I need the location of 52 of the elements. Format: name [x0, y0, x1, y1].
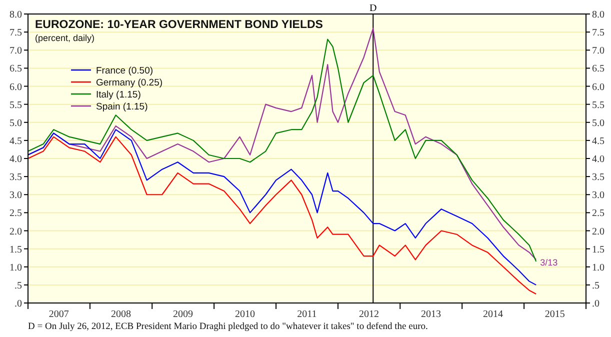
y-tick-label: 5.5 — [10, 100, 22, 111]
y2-tick-label: 4.0 — [592, 154, 604, 165]
legend-label: Spain (1.15) — [96, 102, 148, 112]
text: D = On July 26, 2012, ECB President Mario Draghi pledged to do "whatever it takes" to defend the euro. — [28, 322, 428, 332]
y2-tick-label: 5.0 — [592, 118, 604, 129]
x-tick-label: 2013 — [421, 309, 442, 320]
chart-title: EUROZONE: 10-YEAR GOVERNMENT BOND YIELDS — [35, 19, 324, 31]
y-tick-label: .5 — [14, 280, 22, 292]
y2-tick-label: 3.5 — [592, 172, 604, 184]
x-tick-label: 2010 — [234, 309, 255, 320]
y-tick-label: 6.5 — [10, 64, 22, 75]
y-tick-label: 1.0 — [10, 262, 22, 274]
y2-tick-label: 2.0 — [592, 226, 604, 238]
y2-tick-label: 6.5 — [592, 64, 604, 75]
legend-label: France (0.50) — [96, 66, 154, 76]
y-tick-label: 3.5 — [10, 172, 22, 184]
x-tick-label: 2014 — [482, 309, 503, 320]
y-tick-label: 2.0 — [10, 226, 22, 238]
x-tick-label: 2009 — [172, 309, 193, 320]
y2-tick-label: .0 — [592, 298, 600, 310]
y-tick-label: 1.5 — [10, 244, 22, 256]
y2-tick-label: 4.5 — [592, 136, 604, 147]
y-tick-label: 3.0 — [10, 190, 22, 202]
y-tick-label: .0 — [14, 298, 22, 310]
legend-label: Italy (1.15) — [96, 90, 141, 100]
y2-tick-label: 6.0 — [592, 82, 604, 93]
x-tick-label: 2008 — [111, 309, 132, 320]
y2-tick-label: 1.0 — [592, 262, 604, 274]
y-tick-label: 4.0 — [10, 154, 22, 165]
x-tick-label: 2012 — [359, 309, 380, 320]
y-tick-label: 5.0 — [10, 118, 22, 129]
y2-tick-label: 8.0 — [592, 10, 604, 20]
y2-tick-label: 7.5 — [592, 28, 604, 39]
y2-tick-label: 1.5 — [592, 244, 604, 256]
y-tick-label: 7.0 — [10, 46, 22, 57]
x-tick-label: 2011 — [297, 309, 317, 320]
y-tick-label: 6.0 — [10, 82, 22, 93]
y-tick-label: 2.5 — [10, 208, 22, 220]
text: (percent, daily) — [35, 33, 95, 43]
y2-tick-label: 7.0 — [592, 46, 604, 57]
y-tick-label: 8.0 — [10, 10, 22, 20]
y2-tick-label: 3.0 — [592, 190, 604, 202]
ref-line-label: D — [370, 3, 377, 14]
x-tick-label: 2007 — [48, 309, 69, 320]
y2-tick-label: .5 — [592, 280, 600, 292]
y2-tick-label: 2.5 — [592, 208, 604, 220]
y-tick-label: 7.5 — [10, 28, 22, 39]
legend-label: Germany (0.25) — [96, 78, 163, 88]
y-tick-label: 4.5 — [10, 136, 22, 147]
y2-tick-label: 5.5 — [592, 100, 604, 111]
x-tick-label: 2015 — [544, 309, 565, 320]
annotation: 3/13 — [540, 257, 558, 268]
